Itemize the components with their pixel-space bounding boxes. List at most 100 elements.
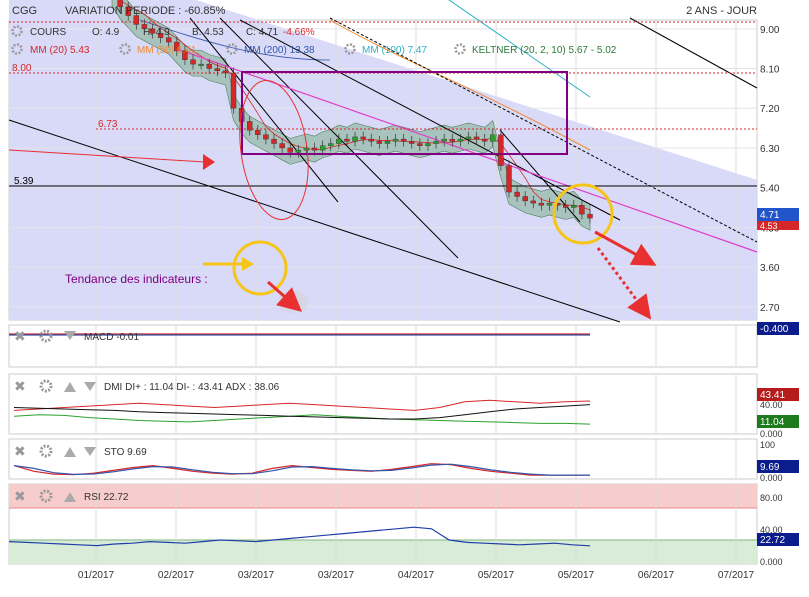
close-icon[interactable]: ✖ <box>14 328 26 344</box>
gear-icon[interactable] <box>39 444 53 458</box>
candle <box>579 205 585 215</box>
candle <box>538 202 545 206</box>
candle <box>392 138 399 142</box>
candle <box>255 130 261 135</box>
variation-label: VARIATION PERIODE : -60.85% <box>65 5 226 17</box>
svg-text:✖: ✖ <box>14 378 26 394</box>
dmi-minus-tag <box>757 388 799 401</box>
gear-icon[interactable] <box>226 43 238 55</box>
gear-icon[interactable] <box>39 489 53 503</box>
gear-icon[interactable] <box>11 25 23 37</box>
rsi-grid <box>95 484 737 564</box>
candle <box>400 138 407 142</box>
candle <box>457 138 464 142</box>
svg-text:✖: ✖ <box>14 328 26 344</box>
candle <box>271 138 277 144</box>
arrow-down-icon[interactable] <box>84 382 96 391</box>
arrow-up-icon[interactable] <box>64 447 76 457</box>
candle <box>117 0 123 7</box>
rsi-tick-0: 0.000 <box>760 557 783 567</box>
gear-icon[interactable] <box>344 43 356 55</box>
candle <box>384 141 391 144</box>
yellow-circle-breakout <box>552 183 614 245</box>
sto-d-line <box>13 463 590 476</box>
price-axis: 9.008.107.206.305.404.503.602.70 <box>760 25 780 314</box>
rsi-value-tag <box>757 533 799 546</box>
arrow-up-icon[interactable] <box>64 382 76 392</box>
mm100-line <box>448 0 591 98</box>
candle <box>279 143 285 149</box>
legend-cours: COURS <box>30 27 66 38</box>
close-icon[interactable]: ✖ <box>14 488 26 504</box>
x-tick-label: 03/2017 <box>318 570 355 581</box>
sto-value-tag-text: 9.69 <box>760 462 780 473</box>
macd-value-tag-text: -0.400 <box>760 324 789 335</box>
candle <box>562 205 569 208</box>
close-icon[interactable]: ✖ <box>14 443 26 459</box>
candle <box>182 50 188 60</box>
last-price-tag <box>757 208 799 221</box>
close-icon[interactable]: ✖ <box>14 378 26 394</box>
candle <box>311 147 318 151</box>
secondary-price-tag <box>757 221 799 230</box>
gear-icon[interactable] <box>454 43 466 55</box>
candle <box>522 196 528 202</box>
candle <box>149 28 156 34</box>
macd-value-tag <box>757 322 799 335</box>
candle <box>498 134 504 166</box>
candle <box>360 136 366 140</box>
price-tick-label: 2.70 <box>760 303 780 314</box>
x-tick-label: 02/2017 <box>158 570 195 581</box>
candle <box>571 205 577 208</box>
gear-icon[interactable] <box>11 43 23 55</box>
arrow-up-icon[interactable] <box>64 492 76 502</box>
candle <box>328 143 334 146</box>
candle <box>133 15 140 25</box>
legend-open: O: 4.9 <box>92 27 120 38</box>
mm20-line <box>119 0 591 211</box>
price-tick-label: 8.10 <box>760 65 780 76</box>
candle <box>473 136 480 140</box>
x-tick-label: 06/2017 <box>638 570 675 581</box>
red-arrow-target-1 <box>594 230 657 266</box>
arrow-down-icon[interactable] <box>84 447 96 456</box>
legend-mm200: MM (200) 13.38 <box>244 45 315 56</box>
x-axis: 01/2017 02/2017 03/2017 03/2017 04/2017 05/20… <box>78 570 755 581</box>
mm50-line <box>329 19 591 151</box>
candle <box>214 68 221 71</box>
dashed-trend-line <box>329 17 758 243</box>
chart-header: CGG VARIATION PERIODE : -60.85% 2 ANS - … <box>12 5 757 17</box>
yellow-circle-indicators <box>232 240 288 296</box>
legend-high: H: 4.9 <box>143 27 170 38</box>
gear-icon[interactable] <box>39 329 53 343</box>
keltner-channel-fill <box>111 0 591 231</box>
red-arrow-annotation <box>8 149 206 163</box>
x-tick-label: 05/2017 <box>478 570 515 581</box>
gear-icon[interactable] <box>39 379 53 393</box>
rsi-tick-80: 80.00 <box>760 493 783 503</box>
legend-low: B: 4.53 <box>192 27 224 38</box>
mm200-line <box>139 19 331 61</box>
sto-plot-area <box>8 438 758 480</box>
trend-line <box>8 119 621 323</box>
candle <box>247 121 253 131</box>
dmi-tick-40: 40.00 <box>760 400 783 410</box>
dmi-label: DMI DI+ : 11.04 DI- : 43.41 ADX : 38.06 <box>104 382 280 393</box>
arrow-down-icon[interactable] <box>64 331 76 340</box>
candle <box>166 37 172 43</box>
sto-panel: ✖ STO 9.69 100 9.69 0.000 <box>8 438 799 483</box>
dmi-plus-tag-text: 11.04 <box>760 417 785 428</box>
rsi-overbought-zone <box>9 484 757 508</box>
gear-icon[interactable] <box>119 43 131 55</box>
indicator-trend-annotation: Tendance des indicateurs : <box>65 272 208 286</box>
dmi-tick-0: 0.000 <box>760 429 783 439</box>
candle <box>125 6 131 16</box>
candle <box>433 141 439 144</box>
candle <box>417 143 423 146</box>
level-539-label: 5.39 <box>14 176 34 187</box>
candlestick-series <box>117 0 593 224</box>
dmi-plus-line <box>13 414 591 425</box>
x-tick-label: 05/2017 <box>558 570 595 581</box>
